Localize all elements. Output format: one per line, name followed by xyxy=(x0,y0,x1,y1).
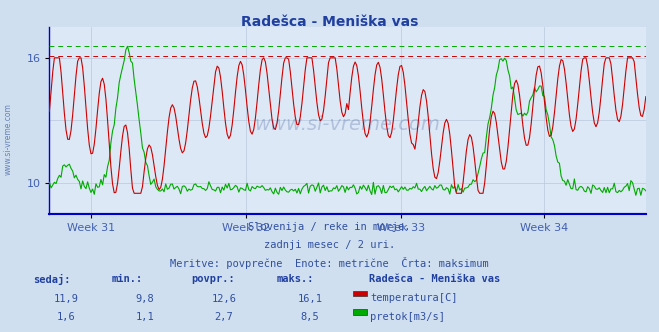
Text: 9,8: 9,8 xyxy=(136,294,154,304)
Text: sedaj:: sedaj: xyxy=(33,274,71,285)
Text: povpr.:: povpr.: xyxy=(191,274,235,284)
Text: maks.:: maks.: xyxy=(277,274,314,284)
Text: temperatura[C]: temperatura[C] xyxy=(370,293,458,303)
Text: www.si-vreme.com: www.si-vreme.com xyxy=(254,115,441,133)
Text: Radešca - Meniška vas: Radešca - Meniška vas xyxy=(369,274,500,284)
Text: 11,9: 11,9 xyxy=(53,294,78,304)
Text: 12,6: 12,6 xyxy=(212,294,237,304)
Text: zadnji mesec / 2 uri.: zadnji mesec / 2 uri. xyxy=(264,240,395,250)
Text: www.si-vreme.com: www.si-vreme.com xyxy=(3,104,13,175)
Text: pretok[m3/s]: pretok[m3/s] xyxy=(370,312,445,322)
Text: min.:: min.: xyxy=(112,274,143,284)
Text: 2,7: 2,7 xyxy=(215,312,233,322)
Text: Radešca - Meniška vas: Radešca - Meniška vas xyxy=(241,15,418,29)
Text: 8,5: 8,5 xyxy=(301,312,319,322)
Text: Meritve: povprečne  Enote: metrične  Črta: maksimum: Meritve: povprečne Enote: metrične Črta:… xyxy=(170,257,489,269)
Text: Slovenija / reke in morje.: Slovenija / reke in morje. xyxy=(248,222,411,232)
Text: 16,1: 16,1 xyxy=(297,294,322,304)
Text: 1,6: 1,6 xyxy=(57,312,75,322)
Text: 1,1: 1,1 xyxy=(136,312,154,322)
